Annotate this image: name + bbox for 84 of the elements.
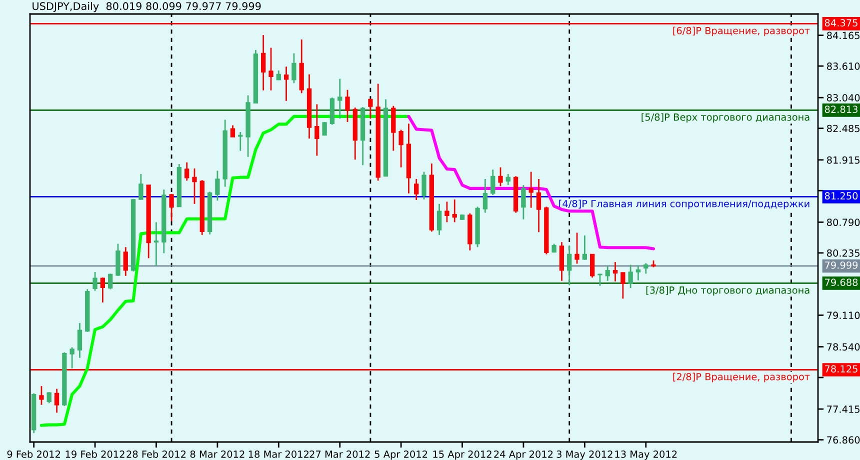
candlestick [644, 262, 648, 274]
y-tick-label: 83.040 [826, 94, 860, 102]
text: 78.125 [825, 365, 858, 373]
candlestick [169, 193, 174, 222]
text: 79.688 [825, 278, 858, 286]
candlestick [77, 322, 82, 359]
y-tick-label: 77.415 [827, 406, 860, 413]
candlestick [345, 89, 350, 123]
x-tick-label: 3 May 2012 [556, 450, 612, 460]
y-tick-label: 80.790 [826, 218, 860, 226]
candlestick [192, 168, 197, 205]
x-tick-label: 9 Feb 2012 [7, 450, 60, 458]
y-tick-label: 84.165 [826, 32, 860, 40]
candlestick [46, 391, 52, 404]
text: 79.999 [825, 261, 858, 269]
chart-title: USDJPY,Daily 80.019 80.099 79.977 79.999 [32, 2, 261, 12]
ref-line-label: [6/8]P Вращение, разворот [673, 26, 810, 36]
x-tick-label: 19 Feb 2012 [66, 450, 124, 458]
y-tick-label: 83.610 [826, 62, 860, 70]
candlestick [490, 168, 496, 196]
x-tick-label: 27 Mar 2012 [310, 450, 370, 458]
candlestick [574, 232, 580, 264]
y-tick-label: 81.915 [826, 156, 860, 164]
x-tick-label: 18 Mar 2012 [248, 450, 308, 458]
candlestick [422, 171, 426, 200]
y-tick-label: 82.485 [826, 124, 860, 132]
candlestick [612, 261, 618, 282]
candlestick [628, 264, 633, 289]
x-tick-label: 5 Apr 2012 [374, 450, 428, 460]
ref-line-label: [3/8]P Дно торгового диапазона [646, 286, 810, 296]
y-tick-label: 78.540 [827, 343, 860, 351]
candlestick [444, 201, 450, 223]
y-tick-label: 79.110 [827, 312, 860, 320]
candlestick [238, 131, 243, 152]
candlestick [452, 198, 457, 223]
ref-line-label: [2/8]P Вращение, разворот [673, 372, 810, 382]
x-tick-label: 13 May 2012 [615, 450, 677, 460]
x-tick-label: 24 Apr 2012 [494, 450, 553, 460]
candlestick [100, 276, 106, 304]
candlestick [138, 173, 144, 200]
candlestick [398, 129, 404, 168]
candlestick [108, 272, 113, 290]
candlestick [368, 98, 373, 120]
candlestick [123, 246, 128, 277]
y-tick-label: 76.860 [827, 436, 860, 444]
candlestick [322, 121, 327, 136]
candlestick [284, 66, 289, 102]
candlestick [582, 234, 587, 261]
candlestick [605, 266, 610, 282]
candlestick [276, 70, 281, 81]
candlestick [436, 203, 442, 236]
text: 82.813 [824, 106, 858, 113]
candlestick [590, 254, 595, 278]
candlestick [521, 184, 526, 220]
text: 84.375 [824, 19, 858, 27]
candlestick [414, 178, 419, 201]
candlestick [506, 173, 510, 186]
y-tick-label: 80.235 [826, 249, 860, 257]
candlestick [567, 244, 572, 286]
x-tick-label: 8 Mar 2012 [190, 450, 244, 458]
candlestick [184, 162, 190, 182]
x-tick-label: 28 Feb 2012 [126, 450, 186, 458]
candlestick [292, 52, 296, 84]
candlestick [620, 272, 626, 300]
x-tick-label: 15 Apr 2012 [433, 450, 492, 460]
candlestick [215, 170, 220, 202]
ref-line-label: [5/8]P Верх торгового диапазона [642, 113, 810, 123]
candlestick [338, 78, 342, 120]
candlestick [314, 104, 320, 156]
candlestick [482, 178, 488, 214]
candlestick [498, 166, 503, 187]
candlestick [636, 264, 641, 282]
candlestick [39, 385, 44, 406]
text: 81.250 [824, 192, 858, 200]
candlestick [268, 47, 274, 92]
candlestick [92, 271, 98, 292]
candlestick [536, 178, 542, 233]
candlestick [154, 221, 159, 267]
candlestick [70, 346, 74, 370]
candlestick [528, 171, 534, 208]
candlestick [230, 124, 236, 138]
ref-line-label: [4/8]P Главная линия сопротивления/поддержки [559, 200, 810, 210]
candlestick [261, 34, 266, 92]
candlestick [54, 388, 60, 414]
